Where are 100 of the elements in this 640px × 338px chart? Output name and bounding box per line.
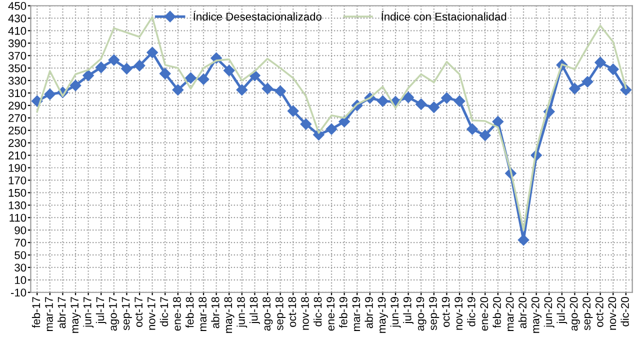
x-tick-label: oct-17 [134, 297, 143, 327]
x-tick-label: may-18 [224, 297, 234, 333]
x-tick-label: ago-19 [416, 297, 426, 331]
x-tick-label: oct-18 [288, 297, 296, 327]
x-tick-label: ene-19 [326, 297, 335, 331]
y-tick-label: 10 [15, 276, 26, 284]
point [198, 74, 210, 85]
y-tick-label: 230 [8, 139, 26, 147]
legend-label: Índice Desestacionalizado [194, 10, 322, 21]
x-tick-label: sep-18 [275, 297, 286, 330]
y-tick-label: 130 [8, 201, 26, 210]
x-tick-label: ago-17 [109, 297, 120, 331]
x-tick-label: nov-17 [148, 297, 156, 330]
x-tick-label: sep-17 [122, 297, 132, 330]
point [454, 95, 466, 107]
y-tick-label: 350 [8, 64, 26, 72]
point [96, 62, 107, 74]
x-tick-label: abr-18 [211, 297, 220, 328]
y-tick-label: 390 [8, 39, 26, 48]
point [582, 76, 594, 88]
x-tick-label: nov-18 [301, 297, 309, 330]
x-tick-label: mar-20 [506, 296, 514, 331]
x-tick-label: feb-17 [32, 297, 40, 328]
x-tick-label: jul-19 [403, 297, 414, 324]
point [608, 64, 619, 75]
x-tick-label: oct-19 [442, 297, 450, 327]
y-tick-label: 110 [10, 214, 26, 222]
point [466, 124, 478, 135]
y-tick-label: 310 [8, 89, 26, 98]
x-tick-label: jun-17 [83, 297, 94, 328]
y-tick-label: 190 [8, 164, 26, 172]
y-tick-label: 210 [8, 152, 26, 160]
point [300, 118, 312, 130]
x-tick-label: dic-17 [160, 297, 168, 326]
point [172, 84, 184, 96]
point [326, 124, 338, 135]
x-tick-label: dic-20 [620, 296, 629, 326]
y-tick-label: 150 [8, 188, 26, 197]
x-tick-label: dic-19 [467, 297, 476, 326]
y-tick-label: 410 [8, 26, 26, 35]
x-tick-label: may-20 [531, 296, 542, 333]
x-tick-label: feb-19 [339, 297, 348, 328]
point [236, 84, 248, 96]
point [492, 116, 504, 128]
x-tick-label: abr-17 [58, 297, 66, 328]
y-tick-label: 50 [14, 251, 26, 260]
y-tick-label: 70 [14, 238, 26, 247]
x-tick-label: jun-18 [236, 297, 248, 328]
y-tick-label: 450 [8, 2, 26, 10]
x-tick-label: jun-19 [390, 297, 401, 328]
point [134, 60, 146, 72]
point [402, 92, 414, 103]
y-tick-label: 250 [8, 126, 26, 134]
x-tick-label: may-19 [378, 297, 388, 333]
point [82, 70, 94, 82]
y-tick-label: -10 [10, 288, 26, 297]
point [594, 56, 606, 68]
legend-label: Índice con Estacionalidad [382, 10, 506, 21]
x-tick-label: jul-20 [556, 296, 568, 324]
x-tick-label: jul-17 [96, 297, 106, 324]
point [70, 80, 82, 92]
point [274, 86, 286, 97]
point [146, 46, 158, 58]
point [108, 54, 120, 66]
x-tick-label: sep-20 [582, 296, 593, 330]
x-tick-label: abr-19 [364, 297, 373, 328]
x-tick-label: mar-18 [198, 297, 207, 331]
y-tick-label: 290 [8, 102, 26, 110]
point [224, 64, 235, 76]
point [185, 72, 196, 84]
x-tick-label: abr-20 [518, 296, 527, 328]
x-tick-label: oct-20 [595, 296, 604, 327]
point [262, 83, 274, 94]
x-tick-label: sep-19 [429, 297, 440, 330]
y-tick-label: 30 [14, 264, 26, 272]
point [288, 105, 299, 117]
y-tick-label: 170 [8, 176, 26, 184]
x-tick-label: nov-20 [608, 296, 616, 330]
x-tick-label: feb-18 [186, 297, 194, 328]
x-tick-label: jun-20 [544, 296, 554, 328]
point [441, 92, 452, 104]
y-tick-label: 370 [8, 52, 26, 60]
point [428, 102, 440, 113]
point [416, 98, 427, 110]
y-tick-label: 90 [14, 226, 26, 234]
point [569, 83, 580, 94]
x-tick-label: nov-19 [454, 297, 463, 330]
y-tick-label: 330 [8, 76, 26, 85]
x-tick-label: feb-20 [492, 296, 501, 328]
x-tick-label: mar-17 [45, 297, 53, 331]
point [518, 234, 530, 246]
point [480, 130, 491, 141]
x-tick-label: ene-20 [480, 296, 488, 331]
point [44, 88, 56, 100]
point [121, 63, 132, 74]
point [377, 95, 388, 107]
x-tick-label: jul-18 [250, 297, 260, 324]
point [160, 68, 171, 80]
x-tick-label: dic-18 [314, 297, 322, 326]
point [338, 116, 350, 128]
